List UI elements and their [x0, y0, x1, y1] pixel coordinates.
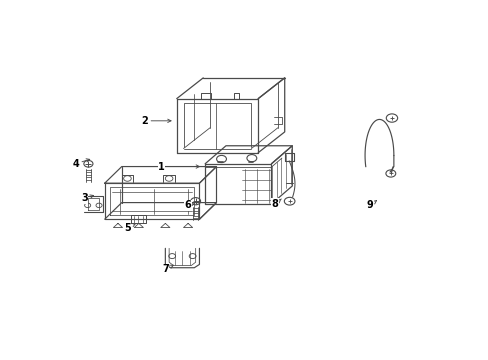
Text: 2: 2 — [141, 116, 171, 126]
Text: 3: 3 — [81, 193, 93, 203]
Text: 1: 1 — [158, 162, 199, 172]
Text: 6: 6 — [184, 201, 195, 210]
Text: 7: 7 — [162, 264, 173, 274]
Text: 4: 4 — [72, 159, 89, 169]
Text: 5: 5 — [124, 222, 135, 233]
Text: 8: 8 — [271, 199, 281, 209]
Text: 9: 9 — [366, 201, 376, 210]
